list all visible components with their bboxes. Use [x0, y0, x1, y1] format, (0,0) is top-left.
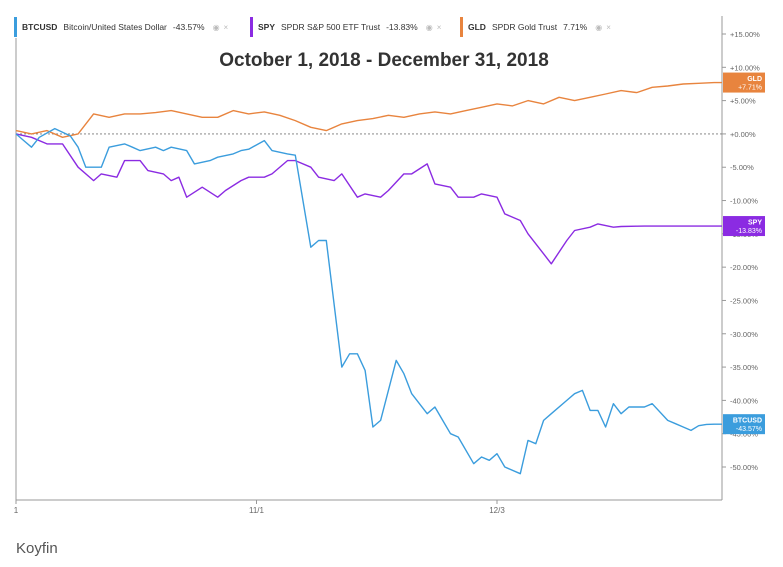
legend-color-bar — [14, 17, 17, 37]
y-tick-label: -45.00% — [730, 430, 758, 439]
y-tick-label: -30.00% — [730, 330, 758, 339]
legend-value: -13.83% — [386, 22, 418, 32]
legend-symbol: BTCUSD — [22, 22, 58, 32]
end-label-value: -13.83% — [736, 228, 762, 235]
x-axis: 1 11/1 12/3 — [14, 500, 505, 515]
legend-item-btcusd[interactable]: BTCUSD Bitcoin/United States Dollar -43.… — [14, 16, 233, 38]
legend-name: SPDR S&P 500 ETF Trust — [281, 22, 381, 32]
legend-value: -43.57% — [172, 22, 205, 32]
end-label-box — [723, 72, 765, 93]
chart-title: October 1, 2018 - December 31, 2018 — [219, 50, 549, 71]
y-tick-label: -40.00% — [730, 396, 758, 405]
y-tick-label: -50.00% — [730, 463, 758, 472]
y-tick-label: +0.00% — [730, 130, 756, 139]
end-labels: BTCUSD-43.57% SPY-13.83% GLD +7.71% — [723, 72, 765, 435]
x-tick-label: 1 — [14, 506, 19, 515]
end-label-spy: SPY-13.83% — [723, 216, 765, 237]
visibility-icon[interactable]: ◉ — [212, 22, 220, 32]
x-tick-label: 12/3 — [489, 506, 505, 515]
y-axis: +15.00% +10.00% +5.00% +0.00% -5.00% -10.00% -… — [722, 30, 760, 472]
end-label-gld: GLD +7.71% — [723, 72, 765, 93]
series-line-btcusd — [15, 127, 722, 475]
series-layer — [15, 81, 722, 475]
end-label-symbol: GLD — [747, 76, 762, 83]
y-tick-label: -10.00% — [730, 197, 758, 206]
legend-item-spy[interactable]: SPY SPDR S&P 500 ETF Trust -13.83% ◉ × — [250, 16, 446, 38]
legend-color-bar — [460, 17, 463, 37]
chart: October 1, 2018 - December 31, 2018 +15.… — [14, 16, 765, 515]
close-icon[interactable]: × — [606, 22, 611, 32]
end-label-btcusd: BTCUSD-43.57% — [723, 414, 765, 435]
y-tick-label: -5.00% — [730, 163, 754, 172]
close-icon[interactable]: × — [223, 22, 229, 32]
visibility-icon[interactable]: ◉ — [425, 22, 433, 32]
legend-value: 7.71% — [563, 22, 588, 32]
y-tick-label: -25.00% — [730, 296, 758, 305]
legend-name: Bitcoin/United States Dollar — [63, 22, 167, 32]
legend-symbol: SPY — [258, 22, 276, 32]
y-tick-label: +10.00% — [730, 63, 760, 72]
end-label-box — [723, 414, 765, 435]
series-line-gld — [15, 81, 722, 139]
y-tick-label: -20.00% — [730, 263, 758, 272]
end-label-value: -43.57% — [736, 426, 762, 433]
end-label-symbol: BTCUSD — [733, 418, 762, 425]
close-icon[interactable]: × — [436, 22, 442, 32]
y-tick-label: -35.00% — [730, 363, 758, 372]
y-tick-label: +15.00% — [730, 30, 760, 39]
visibility-icon[interactable]: ◉ — [595, 22, 603, 32]
series-line-spy — [15, 133, 722, 265]
legend-item-gld[interactable]: GLD SPDR Gold Trust 7.71% ◉ × — [460, 16, 615, 38]
y-tick-label: +5.00% — [730, 97, 756, 106]
source-credit: Koyfin — [16, 540, 58, 557]
legend-color-bar — [250, 17, 253, 37]
end-label-symbol: SPY — [748, 220, 762, 227]
end-label-box — [723, 216, 765, 237]
legend-symbol: GLD — [468, 22, 486, 32]
x-tick-label: 11/1 — [249, 506, 265, 515]
end-label-value: +7.71% — [738, 85, 762, 92]
legend-name: SPDR Gold Trust — [491, 22, 558, 32]
